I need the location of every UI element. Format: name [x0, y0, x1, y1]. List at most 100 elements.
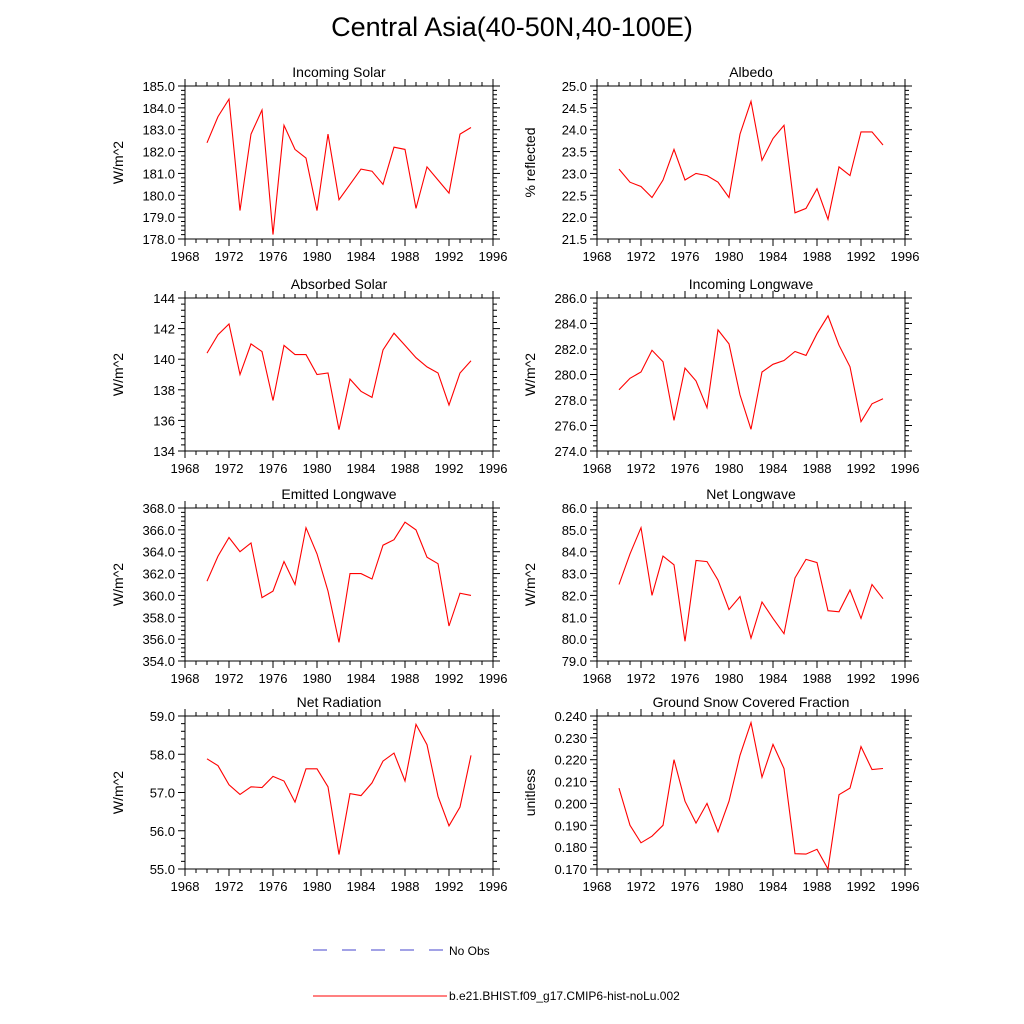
- y-axis-label: W/m^2: [522, 563, 538, 606]
- x-tick-label: 1992: [435, 461, 464, 476]
- y-tick-label: 0.240: [554, 709, 587, 724]
- y-tick-label: 178.0: [142, 232, 175, 247]
- y-tick-label: 284.0: [554, 317, 587, 332]
- y-tick-label: 144: [153, 291, 175, 306]
- y-tick-label: 184.0: [142, 101, 175, 116]
- y-tick-label: 0.180: [554, 840, 587, 855]
- x-tick-label: 1968: [583, 879, 612, 894]
- x-tick-label: 1996: [479, 461, 508, 476]
- x-tick-label: 1972: [627, 671, 656, 686]
- x-tick-label: 1968: [171, 249, 200, 264]
- legend-obs-label: No Obs: [449, 944, 490, 958]
- x-tick-label: 1980: [303, 879, 332, 894]
- y-tick-label: 276.0: [554, 419, 587, 434]
- x-tick-label: 1988: [803, 461, 832, 476]
- y-tick-label: 25.0: [562, 79, 587, 94]
- x-tick-label: 1976: [259, 249, 288, 264]
- y-tick-label: 140: [153, 352, 175, 367]
- x-tick-label: 1976: [671, 249, 700, 264]
- x-tick-label: 1976: [259, 461, 288, 476]
- x-tick-label: 1996: [479, 249, 508, 264]
- y-tick-label: 360.0: [142, 588, 175, 603]
- y-tick-label: 0.210: [554, 775, 587, 790]
- chart-panel-2: 1968 1972 1976 1980 1984 1988 1992 1996 21.5 22.0…: [522, 64, 919, 264]
- x-tick-label: 1996: [891, 879, 920, 894]
- y-tick-label: 84.0: [562, 545, 587, 560]
- y-tick-label: 59.0: [150, 709, 175, 724]
- y-tick-label: 85.0: [562, 523, 587, 538]
- panel-title: Ground Snow Covered Fraction: [653, 694, 850, 710]
- y-tick-label: 282.0: [554, 342, 587, 357]
- y-tick-label: 0.170: [554, 862, 587, 877]
- x-tick-label: 1992: [847, 461, 876, 476]
- panel-title: Absorbed Solar: [291, 276, 388, 292]
- x-tick-label: 1996: [479, 879, 508, 894]
- y-tick-label: 278.0: [554, 393, 587, 408]
- y-tick-label: 82.0: [562, 588, 587, 603]
- x-tick-label: 1984: [759, 249, 788, 264]
- x-tick-label: 1972: [627, 249, 656, 264]
- y-tick-label: 23.0: [562, 166, 587, 181]
- x-tick-label: 1972: [215, 879, 244, 894]
- x-tick-label: 1992: [435, 249, 464, 264]
- x-tick-label: 1984: [347, 249, 376, 264]
- chart-panel-5: 1968 1972 1976 1980 1984 1988 1992 1996 354.0 356…: [110, 486, 507, 686]
- x-tick-label: 1992: [435, 671, 464, 686]
- x-tick-label: 1996: [891, 461, 920, 476]
- y-tick-label: 280.0: [554, 368, 587, 383]
- series-line: [206, 322, 472, 430]
- series-line: [618, 99, 884, 222]
- y-tick-label: 179.0: [142, 210, 175, 225]
- y-tick-label: 181.0: [142, 166, 175, 181]
- y-tick-label: 80.0: [562, 632, 587, 647]
- x-tick-label: 1980: [715, 671, 744, 686]
- panel-title: Emitted Longwave: [281, 486, 396, 502]
- y-tick-label: 0.200: [554, 796, 587, 811]
- x-tick-label: 1972: [627, 461, 656, 476]
- x-tick-label: 1976: [259, 879, 288, 894]
- panel-title: Net Radiation: [297, 694, 382, 710]
- y-tick-label: 358.0: [142, 610, 175, 625]
- y-tick-label: 0.230: [554, 731, 587, 746]
- x-tick-label: 1968: [171, 671, 200, 686]
- x-tick-label: 1988: [391, 249, 420, 264]
- y-tick-label: 182.0: [142, 145, 175, 160]
- x-tick-label: 1972: [215, 249, 244, 264]
- y-tick-label: 22.5: [562, 188, 587, 203]
- panel-title: Incoming Solar: [292, 64, 386, 80]
- y-tick-label: 0.220: [554, 753, 587, 768]
- y-tick-label: 364.0: [142, 545, 175, 560]
- series-line: [206, 97, 472, 235]
- series-line: [206, 722, 472, 855]
- y-tick-label: 356.0: [142, 632, 175, 647]
- y-tick-label: 354.0: [142, 654, 175, 669]
- y-tick-label: 23.5: [562, 145, 587, 160]
- x-tick-label: 1980: [715, 461, 744, 476]
- x-tick-label: 1988: [803, 671, 832, 686]
- x-tick-label: 1972: [215, 671, 244, 686]
- y-axis-label: W/m^2: [110, 771, 126, 814]
- x-tick-label: 1992: [847, 671, 876, 686]
- x-tick-label: 1972: [215, 461, 244, 476]
- series-line: [618, 525, 884, 642]
- x-tick-label: 1968: [583, 249, 612, 264]
- y-tick-label: 79.0: [562, 654, 587, 669]
- x-tick-label: 1984: [759, 461, 788, 476]
- x-tick-label: 1980: [715, 879, 744, 894]
- legend-model-label: b.e21.BHIST.f09_g17.CMIP6-hist-noLu.002: [449, 989, 680, 1003]
- x-tick-label: 1984: [347, 461, 376, 476]
- x-tick-label: 1988: [391, 671, 420, 686]
- y-tick-label: 142: [153, 322, 175, 337]
- x-tick-label: 1976: [259, 671, 288, 686]
- y-tick-label: 368.0: [142, 501, 175, 516]
- series-line: [618, 314, 884, 430]
- figure-title: Central Asia(40-50N,40-100E): [331, 12, 693, 42]
- x-tick-label: 1968: [583, 461, 612, 476]
- y-tick-label: 22.0: [562, 210, 587, 225]
- x-tick-label: 1984: [759, 671, 788, 686]
- series-line: [618, 720, 884, 871]
- x-tick-label: 1980: [303, 671, 332, 686]
- y-axis-label: % reflected: [522, 127, 538, 197]
- y-tick-label: 0.190: [554, 818, 587, 833]
